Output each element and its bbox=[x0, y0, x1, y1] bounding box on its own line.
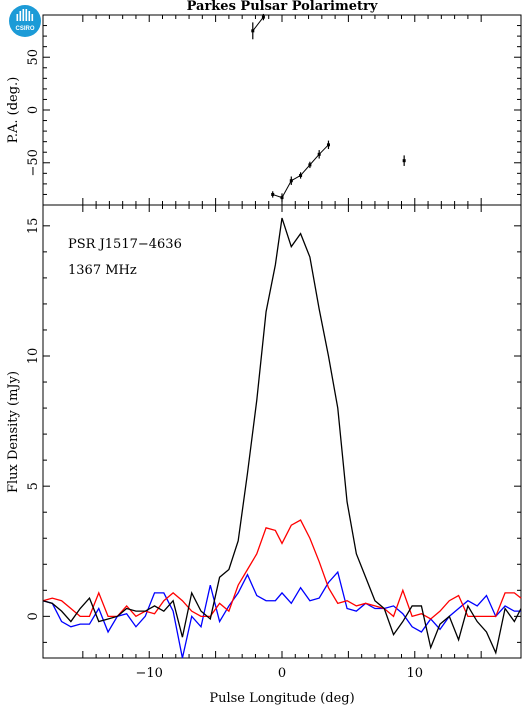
profile-series bbox=[42, 217, 522, 659]
pa-panel: −50 0 50 P.A. (deg.) bbox=[6, 13, 522, 206]
pa-sweep-segment bbox=[309, 154, 320, 166]
pa-point bbox=[308, 161, 312, 169]
profile-y-tick-labels: 0 5 10 15 bbox=[26, 218, 41, 621]
pa-sweep-segment bbox=[318, 144, 329, 155]
profile-y-tick-label: 10 bbox=[26, 348, 41, 365]
profile-x-tick-label: 10 bbox=[407, 666, 424, 681]
csiro-logo-bars bbox=[16, 9, 34, 21]
profile-x-tick-labels: −10 0 10 bbox=[136, 666, 424, 681]
pa-point bbox=[402, 155, 406, 166]
frequency-label: 1367 MHz bbox=[68, 263, 137, 278]
pa-sweep-segment bbox=[272, 193, 283, 199]
pa-point bbox=[326, 140, 330, 150]
pa-sweep-segment bbox=[252, 16, 264, 32]
pa-point bbox=[280, 193, 284, 202]
pa-point bbox=[251, 22, 255, 40]
pa-point bbox=[271, 191, 275, 198]
profile-panel: 0 5 10 15 −10 0 10 PSR J1517−4636 1367 MHz Fl… bbox=[6, 204, 522, 706]
pa-point bbox=[317, 150, 321, 159]
chart-title: Parkes Pulsar Polarimetry bbox=[187, 0, 378, 14]
pa-y-tick-label: −50 bbox=[26, 149, 41, 176]
profile-ticks bbox=[43, 205, 521, 658]
csiro-logo-text: CSIRO bbox=[15, 26, 34, 32]
pa-sweep-segment bbox=[291, 175, 301, 182]
pa-point bbox=[261, 13, 265, 21]
pulsar-name-label: PSR J1517−4636 bbox=[68, 237, 182, 252]
profile-y-tick-label: 5 bbox=[26, 482, 41, 490]
profile-y-tick-label: 15 bbox=[26, 218, 41, 235]
pa-sweep-segment bbox=[300, 164, 311, 176]
profile-x-tick-label: 0 bbox=[278, 666, 286, 681]
profile-series-circular bbox=[42, 570, 521, 659]
pa-sweep-segment bbox=[281, 180, 292, 198]
profile-x-tick-label: −10 bbox=[136, 666, 163, 681]
profile-series-linear bbox=[42, 519, 522, 620]
pa-point bbox=[289, 176, 293, 185]
x-axis-label: Pulse Longitude (deg) bbox=[209, 691, 354, 706]
pa-point bbox=[299, 172, 303, 179]
pa-points bbox=[251, 13, 406, 202]
pa-y-tick-label: 0 bbox=[26, 106, 41, 114]
pa-panel-frame bbox=[42, 14, 522, 206]
csiro-logo-circle bbox=[9, 5, 41, 37]
profile-series-total bbox=[42, 217, 522, 655]
pa-y-axis-label: P.A. (deg.) bbox=[6, 77, 21, 144]
flux-y-axis-label: Flux Density (mJy) bbox=[6, 371, 21, 493]
csiro-logo: CSIRO bbox=[9, 5, 41, 37]
profile-y-tick-label: 0 bbox=[26, 612, 41, 620]
pa-tick-labels: −50 0 50 bbox=[26, 49, 41, 177]
pa-y-tick-label: 50 bbox=[26, 49, 41, 66]
pa-ticks bbox=[43, 15, 521, 205]
